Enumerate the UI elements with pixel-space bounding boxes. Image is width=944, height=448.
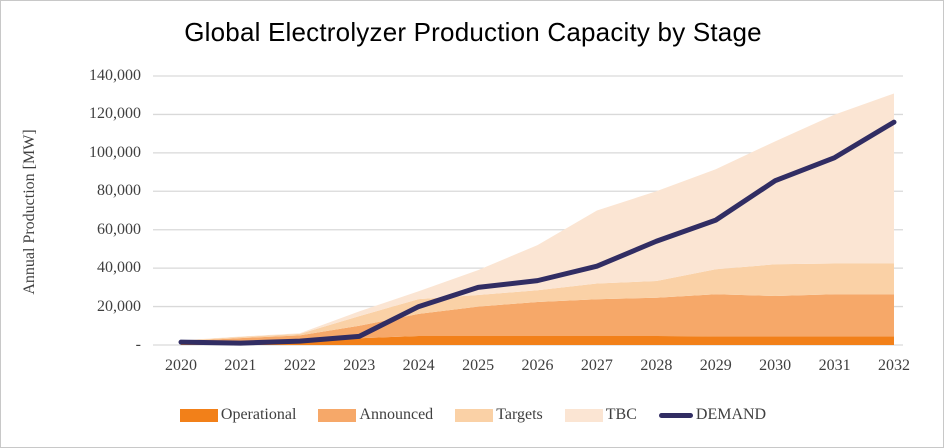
y-tick-label: 140,000 xyxy=(89,67,141,84)
y-tick-label: 120,000 xyxy=(89,105,141,123)
legend-item-announced: Announced xyxy=(318,406,433,424)
chart-title: Global Electrolyzer Production Capacity … xyxy=(184,17,762,47)
legend-swatch-operational-icon xyxy=(179,408,218,422)
x-tick-label: 2021 xyxy=(224,357,257,374)
legend-label: Announced xyxy=(359,406,434,423)
legend-swatch-tbc-icon xyxy=(564,408,603,422)
x-tick-label: 2030 xyxy=(759,357,792,374)
x-tick-label: 2029 xyxy=(699,357,732,374)
y-tick-label: 80,000 xyxy=(97,182,141,200)
legend-item-targets: Targets xyxy=(455,406,543,424)
legend-swatch-targets-icon xyxy=(455,408,494,422)
legend-item-operational: Operational xyxy=(179,406,297,424)
legend: Operational Announced Targets TBC DEMAND xyxy=(1,399,943,431)
y-tick-label: 40,000 xyxy=(97,259,141,277)
x-tick-label: 2028 xyxy=(640,357,673,374)
x-tick-label: 2024 xyxy=(402,357,435,374)
y-tick-label: 60,000 xyxy=(97,220,141,238)
area-operational xyxy=(181,335,894,345)
legend-swatch-demand-icon xyxy=(658,412,693,418)
legend-item-tbc: TBC xyxy=(564,406,637,424)
legend-label: Targets xyxy=(496,406,543,423)
area-targets xyxy=(181,263,894,342)
x-tick-label: 2022 xyxy=(283,357,316,374)
x-tick-label: 2027 xyxy=(580,357,613,374)
x-tick-label: 2023 xyxy=(343,357,376,374)
legend-label: DEMAND xyxy=(695,406,767,423)
x-tick-label: 2026 xyxy=(521,357,554,374)
x-tick-label: 2031 xyxy=(818,357,851,374)
y-tick-label: 100,000 xyxy=(89,143,141,161)
x-tick-label: 2032 xyxy=(878,357,910,374)
legend-label: TBC xyxy=(605,406,637,423)
y-tick-label: - xyxy=(135,336,141,353)
legend-item-demand: DEMAND xyxy=(658,406,767,424)
y-tick-label: 20,000 xyxy=(97,297,141,315)
line-demand xyxy=(178,119,897,346)
legend-swatch-announced-icon xyxy=(318,408,357,422)
legend-label: Operational xyxy=(220,406,297,423)
area-announced xyxy=(181,294,894,343)
area-tbc xyxy=(181,93,894,341)
x-tick-label: 2025 xyxy=(462,357,495,374)
x-tick-label: 2020 xyxy=(165,357,197,374)
